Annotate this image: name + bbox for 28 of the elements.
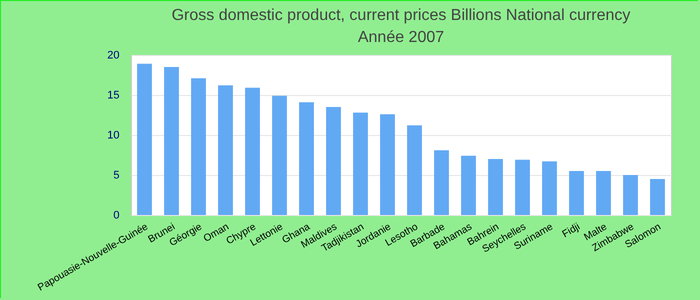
bar (218, 85, 233, 215)
bar (272, 96, 287, 215)
bar (380, 114, 395, 215)
bar (515, 160, 530, 215)
bar (596, 171, 611, 215)
bar (353, 112, 368, 215)
bar (569, 171, 584, 215)
bar (623, 175, 638, 215)
bar (137, 64, 152, 215)
y-tick-label: 0 (113, 210, 120, 222)
bar (326, 107, 341, 215)
y-tick-label: 5 (113, 170, 120, 182)
bar (299, 102, 314, 215)
bar (434, 150, 449, 215)
bar (461, 156, 476, 215)
y-tick-label: 10 (107, 130, 120, 142)
bar (164, 67, 179, 215)
bar (407, 125, 422, 215)
bar (245, 88, 260, 215)
y-tick-label: 15 (107, 90, 120, 102)
bar (542, 161, 557, 215)
bar (488, 159, 503, 215)
x-tick-label: Fidji (560, 222, 582, 240)
chart-subtitle: Année 2007 (358, 29, 444, 46)
chart-title: Gross domestic product, current prices Billions National currency (172, 7, 630, 24)
y-tick-label: 20 (107, 50, 120, 62)
bar (191, 78, 206, 215)
bar (650, 179, 665, 215)
